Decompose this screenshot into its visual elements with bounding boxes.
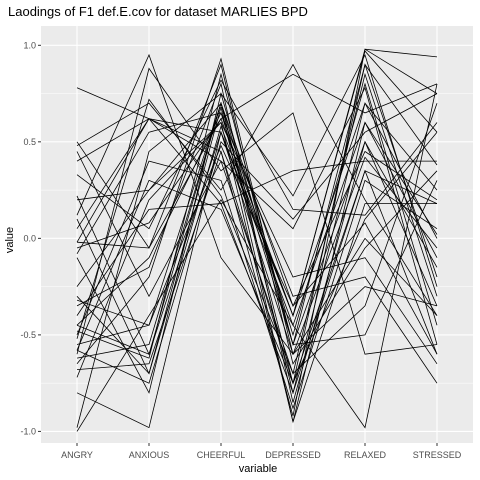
y-axis: -1.0 -0.5 0.0 0.5 1.0	[20, 40, 41, 436]
series-line	[76, 72, 438, 359]
series-line	[76, 101, 438, 395]
series-line	[76, 63, 438, 316]
y-tick-label: -0.5	[20, 330, 36, 340]
series-line	[76, 87, 437, 205]
series-line	[76, 82, 438, 345]
series-line	[76, 63, 438, 365]
x-tick-label: DEPRESSED	[265, 450, 321, 460]
x-tick-label: RELAXED	[344, 450, 387, 460]
y-axis-title: value	[4, 227, 16, 253]
series-line	[76, 102, 438, 385]
plot-panel	[41, 26, 473, 443]
series-line	[76, 106, 438, 422]
x-axis: ANGRY ANXIOUS CHEERFUL DEPRESSED RELAXED STRE…	[61, 443, 462, 460]
series-line	[76, 67, 438, 355]
series-line	[76, 160, 438, 410]
series-line	[76, 53, 438, 356]
series-line	[76, 63, 438, 385]
chart-title: Laodings of F1 def.E.cov for dataset MAR…	[8, 4, 308, 19]
series-line	[76, 57, 438, 365]
series-lines	[76, 48, 438, 432]
y-tick-label: 1.0	[23, 40, 36, 50]
series-line	[76, 53, 438, 428]
series-line	[76, 48, 438, 429]
y-tick-label: 0.0	[23, 233, 36, 243]
x-tick-label: STRESSED	[413, 450, 462, 460]
x-tick-label: ANGRY	[61, 450, 93, 460]
y-tick-label: 0.5	[23, 137, 36, 147]
series-line	[76, 86, 438, 345]
series-line	[76, 169, 438, 385]
series-line	[76, 102, 438, 395]
series-line	[76, 121, 437, 424]
x-tick-label: ANXIOUS	[129, 450, 170, 460]
series-line	[76, 98, 438, 375]
series-line	[76, 144, 438, 355]
x-axis-title: variable	[239, 463, 278, 475]
x-tick-label: CHEERFUL	[197, 450, 246, 460]
series-line	[76, 101, 438, 359]
series-line	[76, 83, 438, 432]
series-line	[76, 102, 438, 375]
y-tick-label: -1.0	[20, 426, 36, 436]
series-line	[76, 121, 438, 378]
series-line	[76, 112, 438, 345]
